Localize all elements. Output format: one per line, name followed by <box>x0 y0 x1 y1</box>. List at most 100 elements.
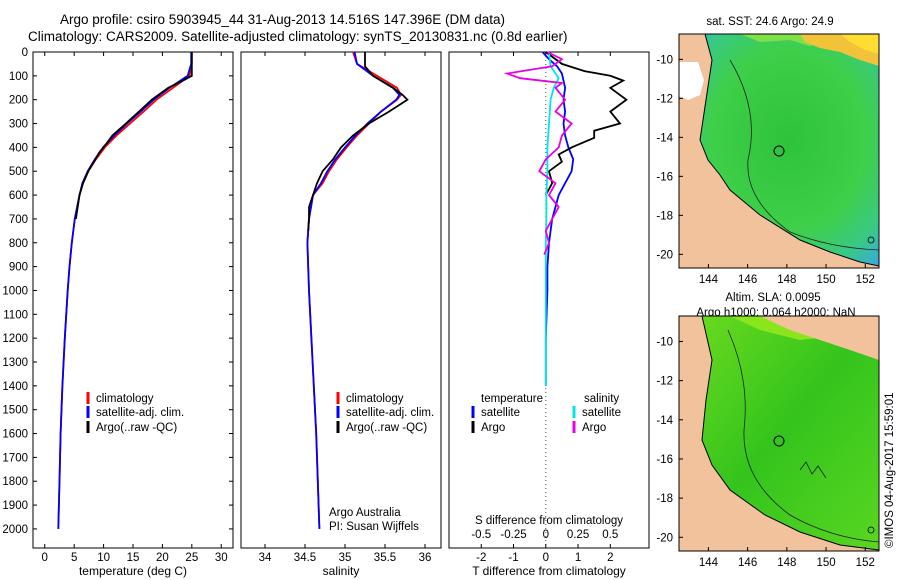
imos-credit: ©IMOS 04-Aug-2017 15:59:01 <box>884 392 896 548</box>
depth-tick-label: 800 <box>9 238 28 250</box>
bathymetry-contour <box>727 329 879 543</box>
temperature-xlabel: temperature (deg C) <box>79 564 187 578</box>
difference-series-temperature-argo <box>545 51 628 196</box>
map-lat-label: -14 <box>656 415 673 427</box>
legend-argo-label: Argo(..raw -QC) <box>346 422 427 434</box>
reef-marker <box>867 526 875 534</box>
difference-x-tick-label: -2 <box>476 552 486 564</box>
sla-field <box>679 316 879 551</box>
temperature-x-tick-label: 20 <box>156 552 169 564</box>
temperature-x-ticks: 0 5 10 15 20 25 30 <box>42 52 228 564</box>
legend-t-satellite-label: satellite <box>481 407 520 419</box>
depth-tick-label: 1700 <box>2 452 28 464</box>
figure-title-line2: Climatology: CARS2009. Satellite-adjuste… <box>28 29 568 44</box>
reef-marker <box>867 236 875 244</box>
sst-warm-patch <box>840 34 879 54</box>
salinity-series <box>306 51 409 529</box>
sla-map-frame <box>678 315 880 552</box>
depth-tick-label: 1900 <box>2 500 28 512</box>
temperature-x-tick-label: 10 <box>97 552 110 564</box>
map-lon-label: 150 <box>816 557 835 569</box>
salinity-legend: climatology satellite-adj. clim. Argo(..… <box>336 392 434 434</box>
map-lon-label: 146 <box>738 274 757 286</box>
temperature-x-tick-label: 0 <box>42 552 48 564</box>
salinity-series-satellite-adj-clim- <box>306 51 401 529</box>
depth-tick-label: 1800 <box>2 476 28 488</box>
depth-tick-label: 700 <box>9 214 28 226</box>
map-lat-label: -18 <box>656 210 673 222</box>
salinity-panel: 34 34.5 35 35.5 36 salinity climatology sate… <box>240 51 442 578</box>
temperature-x-tick-label: 5 <box>71 552 77 564</box>
map-lat-label: -20 <box>656 249 673 261</box>
map-lat-label: -16 <box>656 454 673 466</box>
difference-x-tick-label: -1 <box>508 552 518 564</box>
bathymetry-contour <box>729 59 879 251</box>
map-lat-label: -18 <box>656 493 673 505</box>
depth-tick-labels: 0 100 200 300 400 500 600 700 800 900 1000 1100 1200… <box>2 47 649 536</box>
salinity-x-tick-label: 35 <box>339 552 352 564</box>
land-australia <box>679 34 879 268</box>
temperature-panel: 0100200300400500600700800900100011001200… <box>2 47 649 578</box>
map-lon-label: 150 <box>816 274 835 286</box>
difference-series-salinity-satellite <box>544 51 560 386</box>
sla-map-ticks: 144 146 148 150 152 -10 -12 -14 -16 -18 -20 <box>656 336 874 569</box>
map-lon-label: 152 <box>856 274 875 286</box>
depth-tick-label: 1100 <box>3 309 28 321</box>
legend-satellite-label: satellite-adj. clim. <box>96 407 184 419</box>
salinity-x-ticks: 34 34.5 35 35.5 36 <box>259 52 432 564</box>
legend-climatology-label: climatology <box>96 393 154 405</box>
depth-tick-label: 100 <box>9 71 28 83</box>
depth-tick-label: 1200 <box>2 333 28 345</box>
coastline <box>679 34 879 267</box>
difference-series-salinity-argo <box>503 51 573 256</box>
difference-x-tick-label: 2 <box>607 552 613 564</box>
sla-map-title-line1: Altim. SLA: 0.0095 <box>725 292 820 304</box>
temperature-x-tick-label: 30 <box>215 552 228 564</box>
map-lon-label: 146 <box>738 557 757 569</box>
argo-australia-annotation: Argo Australia <box>329 507 401 519</box>
depth-tick-label: 900 <box>9 262 28 274</box>
depth-tick-label: 0 <box>22 47 28 59</box>
argo-position-marker <box>773 435 785 447</box>
depth-tick-label: 200 <box>9 95 28 107</box>
s-difference-x-ticks: -0.5 -0.25 0 0.25 0.5 <box>471 529 618 541</box>
sst-map-title: sat. SST: 24.6 Argo: 24.9 <box>706 16 833 28</box>
depth-tick-label: 500 <box>9 166 28 178</box>
temperature-series <box>57 52 193 529</box>
s-difference-tick-label: -0.5 <box>471 529 491 541</box>
map-lat-label: -10 <box>656 336 673 348</box>
map-lat-label: -14 <box>656 132 673 144</box>
legend-satellite-label: satellite-adj. clim. <box>346 407 434 419</box>
s-difference-tick-label: 0 <box>543 529 549 541</box>
s-difference-tick-label: 0.5 <box>602 529 618 541</box>
depth-tick-label: 400 <box>9 142 28 154</box>
legend-argo-label: Argo(..raw -QC) <box>96 422 177 434</box>
legend-s-argo-label: Argo <box>582 422 606 434</box>
land-png <box>760 316 879 360</box>
map-lon-label: 144 <box>699 274 719 286</box>
t-difference-xlabel: T difference from climatology <box>472 564 626 578</box>
depth-tick-label: 1500 <box>2 405 28 417</box>
map-lat-label: -16 <box>656 171 673 183</box>
difference-series <box>503 51 628 386</box>
difference-panel: -2 -1 0 1 2 -0.5 -0.25 0 0.25 0.5 T difference f… <box>448 51 650 578</box>
sst-map-frame <box>678 33 880 269</box>
temperature-series-argo-raw-qc- <box>75 52 193 220</box>
salinity-x-tick-label: 36 <box>419 552 432 564</box>
depth-tick-label: 1000 <box>2 285 28 297</box>
argo-position-marker <box>773 145 785 157</box>
salinity-x-tick-label: 34 <box>259 552 272 564</box>
map-lon-label: 148 <box>777 274 796 286</box>
map-lon-label: 148 <box>777 557 796 569</box>
difference-legend: temperature salinity satellite Argo sate… <box>471 393 621 434</box>
salinity-xlabel: salinity <box>323 564 360 578</box>
temperature-legend: climatology satellite-adj. clim. Argo(..… <box>86 392 184 434</box>
temperature-x-tick-label: 25 <box>185 552 198 564</box>
salinity-series-argo-raw-qc- <box>307 52 409 231</box>
legend-climatology-label: climatology <box>346 393 404 405</box>
depth-tick-label: 300 <box>9 119 28 131</box>
salinity-plot-frame <box>240 51 442 549</box>
depth-tick-label: 600 <box>9 190 28 202</box>
map-lat-label: -20 <box>656 532 673 544</box>
